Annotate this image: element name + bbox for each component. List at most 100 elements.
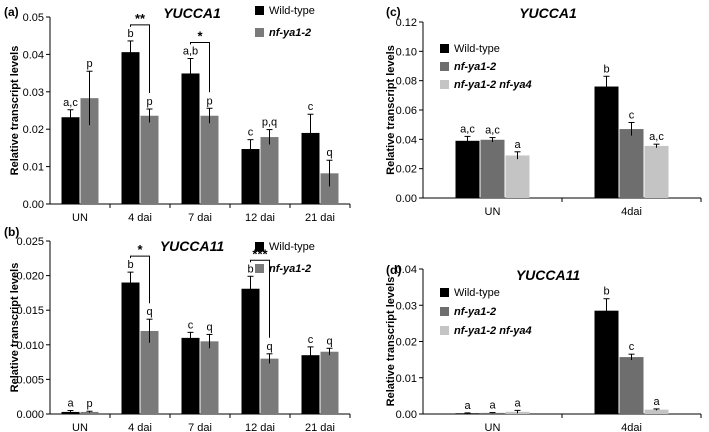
data-label: p,q: [262, 117, 277, 129]
bar: [320, 173, 339, 204]
y-tick-label: 0.02: [396, 164, 417, 176]
legend-label: Wild-type: [269, 5, 315, 17]
bar: [181, 337, 200, 414]
bar: [241, 288, 260, 414]
bar: [301, 355, 320, 414]
chart-title: YUCCA11: [516, 267, 581, 283]
bar: [61, 117, 80, 204]
data-label: c: [248, 127, 254, 139]
bar: [121, 282, 140, 414]
bar: [200, 341, 219, 414]
data-label: c: [629, 341, 635, 353]
data-label: a: [514, 397, 521, 409]
bar: [320, 351, 339, 414]
data-label: p: [86, 58, 92, 70]
bar: [80, 411, 99, 414]
y-tick-label: 0.10: [396, 46, 417, 58]
data-label: a,c: [63, 97, 78, 109]
data-label: q: [266, 341, 272, 353]
y-tick-label: 0.025: [16, 236, 44, 248]
x-tick-label: UN: [72, 422, 88, 432]
data-label: q: [326, 335, 332, 347]
significance-stars: *: [197, 29, 203, 44]
legend-label: nf-ya1-2: [269, 263, 311, 275]
x-tick-label: 12 dai: [245, 422, 275, 432]
y-tick-label: 0.04: [23, 49, 44, 61]
data-label: c: [629, 109, 635, 121]
panel-label: (b): [4, 225, 19, 239]
data-label: a: [514, 139, 521, 151]
legend-label: nf-ya1-2: [269, 27, 311, 39]
legend-swatch: [440, 62, 449, 71]
bar: [260, 358, 279, 414]
x-tick-label: 4dai: [621, 206, 642, 218]
bar: [480, 412, 505, 414]
bar: [480, 139, 505, 198]
bar: [455, 413, 480, 415]
y-tick-label: 0.05: [23, 12, 44, 24]
y-tick-label: 0.00: [23, 199, 44, 211]
panel-label: (c): [386, 5, 401, 19]
x-tick-label: 4 dai: [128, 212, 152, 224]
bar: [455, 140, 480, 198]
bar: [140, 330, 159, 414]
y-axis-label: Relative transcript levels: [9, 46, 21, 176]
legend-swatch: [440, 288, 449, 297]
data-label: a,c: [460, 123, 475, 135]
data-label: a,b: [183, 46, 198, 58]
chart-title: YUCCA1: [519, 5, 577, 21]
x-tick-label: UN: [485, 422, 501, 432]
panel-c: (c) YUCCA1 Relative transcript levels 0.00 0…: [385, 5, 702, 218]
y-tick-label: 0.02: [396, 337, 417, 349]
data-label: c: [308, 334, 314, 346]
bar: [200, 115, 219, 204]
data-label: b: [127, 28, 133, 40]
bar: [594, 310, 619, 414]
y-axis-label: Relative transcript levels: [385, 277, 397, 407]
x-tick-label: 21 dai: [305, 422, 335, 432]
chart-title: YUCCA11: [160, 238, 225, 254]
y-tick-label: 0.000: [16, 409, 44, 421]
legend-label: nf-ya1-2 nf-ya4: [454, 325, 532, 337]
bar: [301, 132, 320, 204]
legend-swatch: [255, 264, 264, 273]
bar: [619, 357, 644, 414]
y-axis-label: Relative transcript levels: [9, 263, 21, 393]
legend-swatch: [255, 28, 264, 37]
y-tick-label: 0.06: [396, 105, 417, 117]
chart-title: YUCCA1: [163, 5, 221, 21]
data-label: a: [464, 400, 471, 412]
data-label: a,c: [485, 125, 500, 137]
data-label: a,c: [649, 131, 664, 143]
legend-swatch: [440, 80, 449, 89]
data-label: a: [489, 400, 496, 412]
data-label: b: [127, 259, 133, 271]
x-tick-label: 4 dai: [128, 422, 152, 432]
data-label: c: [188, 319, 194, 331]
legend-label: Wild-type: [269, 241, 315, 253]
bar: [260, 137, 279, 204]
y-tick-label: 0.005: [16, 374, 44, 386]
x-tick-label: 7 dai: [188, 212, 212, 224]
y-tick-label: 0.00: [396, 193, 417, 205]
x-tick-label: 4dai: [621, 422, 642, 432]
bar: [181, 73, 200, 204]
significance-bracket: [130, 255, 150, 304]
bar: [505, 155, 530, 198]
data-label: p: [146, 96, 152, 108]
significance-bracket: [130, 24, 150, 94]
bar: [644, 409, 669, 414]
significance-stars: **: [135, 11, 146, 26]
y-tick-label: 0.03: [396, 300, 417, 312]
data-label: b: [603, 286, 609, 298]
panel-a: (a) YUCCA1 Relative transcript levels 0.00 0…: [4, 5, 351, 224]
legend-label: Wild-type: [454, 287, 500, 299]
data-label: q: [206, 321, 212, 333]
legend-swatch: [440, 44, 449, 53]
x-tick-label: 12 dai: [245, 212, 275, 224]
bar: [121, 52, 140, 204]
legend-label: nf-ya1-2: [454, 306, 496, 318]
x-tick-label: UN: [72, 212, 88, 224]
legend-label: nf-ya1-2: [454, 61, 496, 73]
